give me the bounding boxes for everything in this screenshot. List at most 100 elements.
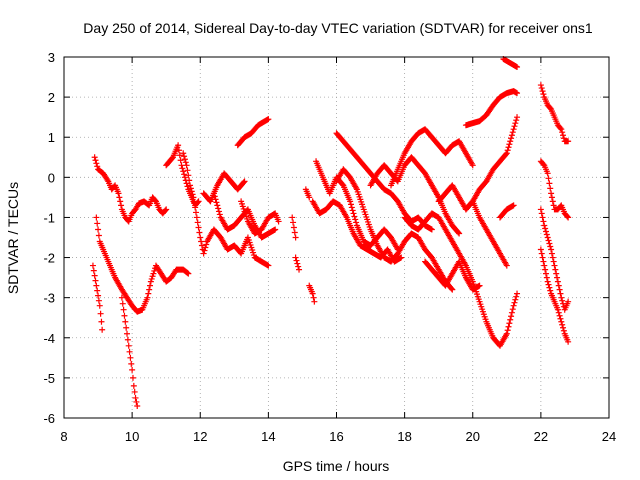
data-point (148, 275, 155, 282)
data-point (558, 294, 565, 301)
data-point (552, 266, 559, 273)
data-series (200, 170, 248, 205)
data-point (349, 207, 356, 214)
data-point (200, 250, 207, 257)
data-point (146, 286, 153, 293)
data-point (177, 157, 184, 164)
data-point (539, 88, 546, 95)
data-point (507, 138, 514, 145)
data-point (559, 321, 566, 328)
data-point (163, 206, 170, 213)
data-point (265, 262, 272, 269)
data-series (306, 282, 318, 305)
data-point (542, 270, 549, 277)
data-point (192, 209, 199, 216)
data-point (560, 327, 567, 334)
data-point (188, 188, 195, 195)
data-series (367, 154, 463, 237)
data-point (549, 198, 556, 205)
data-point (184, 269, 191, 276)
data-point (240, 179, 247, 186)
data-point (186, 177, 193, 184)
data-point (554, 278, 561, 285)
data-point (469, 162, 476, 169)
data-point (124, 330, 131, 337)
y-tick-label: -5 (43, 371, 55, 386)
data-point (134, 402, 141, 409)
data-point (538, 250, 545, 257)
data-point (215, 205, 222, 212)
data-point (548, 194, 555, 201)
data-point (560, 324, 567, 331)
data-point (152, 197, 159, 204)
data-point (505, 144, 512, 151)
data-point (289, 214, 296, 221)
x-tick-label: 10 (125, 429, 139, 444)
data-point (544, 234, 551, 241)
data-series (180, 150, 272, 269)
data-point (311, 298, 318, 305)
data-point (448, 285, 455, 292)
data-point (178, 162, 185, 169)
data-point (512, 296, 519, 303)
data-point (540, 161, 547, 168)
data-point (558, 318, 565, 325)
data-point (94, 287, 101, 294)
data-point (293, 257, 300, 264)
data-point (95, 297, 102, 304)
data-point (144, 294, 151, 301)
data-point (132, 394, 139, 401)
data-point (131, 388, 138, 395)
data-series (537, 246, 572, 345)
data-point (180, 168, 187, 175)
data-point (292, 234, 299, 241)
data-point (185, 270, 192, 277)
data-point (185, 172, 192, 179)
data-point (347, 201, 354, 208)
data-point (509, 306, 516, 313)
data-point (272, 226, 279, 233)
data-point (93, 282, 100, 289)
data-point (551, 262, 558, 269)
data-point (94, 220, 101, 227)
data-point (149, 273, 156, 280)
data-point (352, 216, 359, 223)
data-point (507, 316, 514, 323)
data-series (313, 158, 401, 253)
data-point (542, 228, 549, 235)
data-point (183, 180, 190, 187)
data-point (554, 306, 561, 313)
data-point (115, 190, 122, 197)
data-point (212, 196, 219, 203)
data-point (150, 270, 157, 277)
data-point (98, 318, 105, 325)
data-point (203, 241, 210, 248)
data-point (554, 274, 561, 281)
data-point (550, 202, 557, 209)
data-point (508, 313, 515, 320)
data-point (181, 153, 188, 160)
y-axis-label: SDTVAR / TECUs (5, 182, 21, 294)
data-point (310, 294, 317, 301)
data-point (295, 263, 302, 270)
data-series (333, 130, 435, 233)
data-series (163, 142, 202, 209)
data-point (198, 242, 205, 249)
data-series (462, 114, 521, 213)
data-point (506, 320, 513, 327)
data-point (94, 163, 101, 170)
data-point (514, 90, 521, 97)
data-point (542, 225, 549, 232)
data-point (547, 287, 554, 294)
y-tick-label: -6 (43, 411, 55, 426)
data-point (513, 293, 520, 300)
x-tick-label: 12 (193, 429, 207, 444)
data-point (93, 214, 100, 221)
data-point (503, 262, 510, 269)
data-series (333, 166, 456, 293)
data-series (93, 214, 192, 315)
x-tick-label: 22 (534, 429, 548, 444)
data-point (511, 123, 518, 130)
data-point (215, 208, 222, 215)
data-point (510, 126, 517, 133)
